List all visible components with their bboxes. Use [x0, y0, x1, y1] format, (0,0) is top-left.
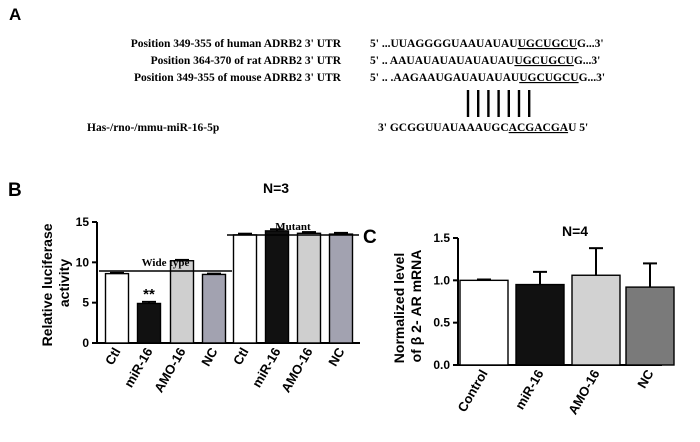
chart-c-bar	[459, 279, 509, 366]
chart-b-bar	[201, 273, 227, 344]
chart-b-group-label: Mutant	[275, 221, 311, 233]
chart-b-category-label: AMO-16	[278, 345, 316, 395]
mirna-site: ACGACGA	[509, 122, 569, 134]
chart-b-ylabel-line-2: activity	[56, 259, 72, 307]
panel-c: C N=4 Normalized level of β 2- AR mRNA 0…	[363, 223, 675, 417]
seq-row-human: 5' ...UUAGGGGUAAUAUAUUGCUGCUG...3'	[370, 38, 604, 50]
chart-c-ylabel-line-1: Normalized level	[391, 253, 407, 364]
seq-prefix-rat: 5' .. AAUAUAUAUAUAUAU	[370, 55, 515, 67]
mirna-seq: 3' GCGGUUAUAAAUGCACGACGAU 5'	[378, 122, 588, 134]
panel-a-label: A	[9, 5, 21, 24]
chart-b-bar	[104, 272, 130, 344]
chart-c-category-label: AMO-16	[565, 367, 603, 417]
chart-c-bar	[625, 286, 675, 366]
chart-b-bar	[232, 234, 258, 344]
chart-b-y-tick-label: 15	[76, 215, 90, 229]
seq-prefix-mouse: 5' .. .AAGAAUGAUAUAUAU	[370, 72, 520, 84]
chart-c-category-label: NC	[634, 366, 657, 390]
mirna-suffix: U 5'	[568, 122, 588, 134]
chart-b-category-label: miR-16	[121, 345, 156, 390]
seq-site-human: UGCUGCU	[518, 38, 578, 50]
chart-b-group-label: Wide type	[142, 257, 190, 269]
panel-b: B N=3 Relative luciferase activity 0 5 10 1…	[8, 180, 360, 395]
seq-suffix-human: G...3'	[577, 38, 604, 50]
seq-prefix-human: 5' ...UUAGGGGUAAUAUAU	[370, 38, 518, 50]
base-pair-lines	[466, 90, 531, 117]
chart-b-bar	[328, 233, 354, 344]
chart-b-category-label: miR-16	[249, 345, 284, 390]
chart-b-category-label: Ctl	[102, 345, 124, 368]
panel-c-label: C	[363, 227, 377, 248]
seq-site-mouse: UGCUGCU	[519, 72, 579, 84]
seq-suffix-mouse: G...3'	[579, 72, 606, 84]
seq-row-mouse: 5' .. .AAGAAUGAUAUAUAUUGCUGCUG...3'	[370, 72, 605, 84]
chart-c-ylabel: Normalized level of β 2- AR mRNA	[391, 249, 424, 363]
chart-b-title: N=3	[263, 180, 289, 196]
seq-site-rat: UGCUGCU	[514, 55, 574, 67]
chart-c-y-tick-label: 0.0	[433, 358, 450, 372]
chart-c-y-tick-label: 1.0	[433, 273, 450, 287]
chart-b-bar	[264, 230, 290, 344]
chart-b-bar	[296, 232, 322, 344]
seq-suffix-rat: G...3'	[574, 55, 601, 67]
seq-row-name-rat: Position 364-370 of rat ADRB2 3' UTR	[151, 55, 342, 67]
seq-row-rat: 5' .. AAUAUAUAUAUAUAUUGCUGCUG...3'	[370, 55, 600, 67]
chart-b-y-tick-label: 0	[82, 336, 89, 350]
chart-c-bar	[515, 283, 565, 366]
mirna-name: Has-/rno-/mmu-miR-16-5p	[87, 122, 219, 134]
chart-c-title: N=4	[562, 223, 588, 239]
chart-c-category-label: miR-16	[512, 367, 547, 412]
panel-a: A Position 349-355 of human ADRB2 3' UTR…	[9, 5, 605, 134]
seq-row-name-mouse: Position 349-355 of mouse ADRB2 3' UTR	[134, 72, 342, 84]
chart-c-y-tick-label: 1.5	[433, 231, 450, 245]
chart-b-y-tick-label: 10	[76, 255, 90, 269]
seq-row-name-human: Position 349-355 of human ADRB2 3' UTR	[131, 38, 342, 50]
chart-c-ylabel-line-2: of β 2- AR mRNA	[408, 250, 424, 363]
chart-c-bar	[571, 274, 621, 366]
chart-b-category-label: NC	[198, 344, 221, 368]
chart-b-y-tick-label: 5	[82, 296, 89, 310]
chart-b-category-label: AMO-16	[151, 345, 189, 395]
chart-b-bar	[169, 260, 195, 344]
chart-b-ylabel: Relative luciferase activity	[39, 220, 72, 347]
mirna-prefix: 3' GCGGUUAUAAAUGC	[378, 122, 509, 134]
chart-b-category-label: NC	[325, 344, 348, 368]
panel-b-label: B	[8, 180, 22, 201]
chart-c-category-label: Control	[454, 367, 490, 415]
chart-b-ylabel-line-1: Relative luciferase	[39, 223, 55, 346]
chart-b-category-label: Ctl	[230, 345, 252, 368]
chart-b-bar	[136, 302, 162, 344]
chart-b-significance: **	[143, 286, 155, 303]
chart-c-y-tick-label: 0.5	[433, 316, 450, 330]
